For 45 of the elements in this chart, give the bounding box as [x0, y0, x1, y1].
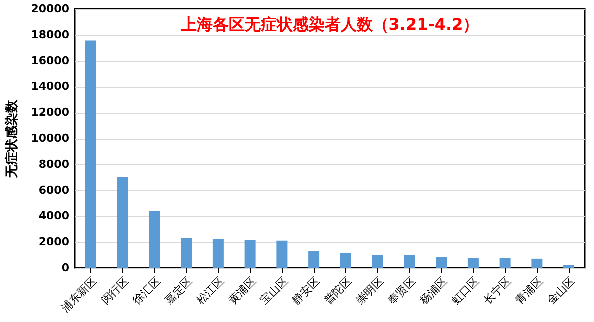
y-tick-label: 4000	[38, 210, 70, 223]
bar	[308, 251, 320, 268]
x-tick-label: 静安区	[290, 274, 323, 308]
y-tick-label: 10000	[31, 132, 70, 145]
x-tick-label: 长宁区	[481, 274, 514, 308]
y-tick-label: 14000	[31, 80, 70, 94]
y-tick-label: 2000	[38, 236, 70, 249]
x-tick-label: 崇明区	[354, 274, 386, 308]
bar	[532, 258, 543, 268]
x-tick-label: 徐汇区	[130, 274, 164, 308]
bar	[117, 176, 128, 268]
x-tick-label: 闵行区	[98, 274, 132, 308]
x-tick-label: 浦东新区	[59, 274, 100, 316]
y-tick-label: 12000	[31, 106, 70, 120]
y-axis-title: 无症状感染数	[4, 99, 20, 179]
x-tick-label: 青浦区	[513, 274, 546, 308]
x-tick-label: 虹口区	[449, 274, 482, 308]
bar	[149, 211, 160, 268]
bar	[404, 255, 416, 268]
y-tick-label: 16000	[31, 54, 70, 68]
bar	[372, 255, 384, 268]
y-tick-label: 0	[62, 262, 70, 274]
x-tick-label: 黄浦区	[226, 274, 259, 308]
x-tick-label: 杨浦区	[416, 274, 450, 308]
bar	[436, 256, 448, 268]
bar	[276, 240, 288, 268]
bar	[85, 40, 96, 268]
y-tick-label: 6000	[38, 184, 70, 197]
x-tick-label: 奉贤区	[386, 274, 418, 308]
chart-title: 上海各区无症状感染者人数（3.21-4.2）	[180, 15, 480, 34]
x-tick-label: 嘉定区	[162, 274, 196, 308]
bar	[340, 252, 352, 268]
bar	[244, 240, 256, 268]
x-tick-label: 普陀区	[322, 274, 354, 308]
y-tick-label: 8000	[38, 158, 70, 171]
bar	[468, 258, 479, 268]
x-tick-label: 金山区	[545, 274, 578, 308]
x-tick-label: 松江区	[194, 274, 227, 308]
bar	[181, 238, 192, 268]
y-tick-label: 20000	[31, 2, 70, 16]
bar	[212, 238, 224, 268]
bar	[500, 258, 511, 268]
x-tick-label: 宝山区	[258, 274, 291, 308]
y-tick-label: 18000	[31, 28, 70, 42]
bar	[564, 265, 575, 268]
